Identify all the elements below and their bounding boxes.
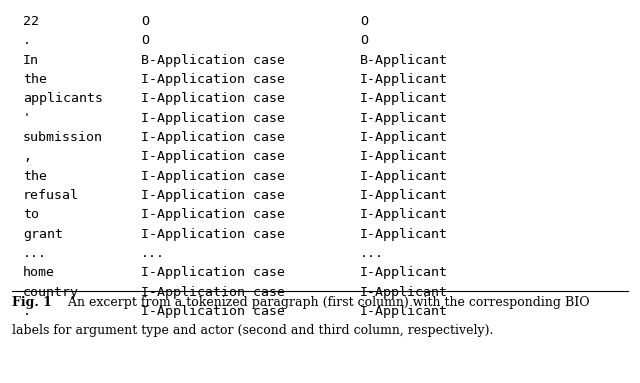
Text: applicants: applicants bbox=[23, 92, 103, 105]
Text: I-Applicant: I-Applicant bbox=[360, 208, 448, 221]
Text: 22: 22 bbox=[23, 15, 39, 28]
Text: I-Application case: I-Application case bbox=[141, 131, 285, 144]
Text: B-Application case: B-Application case bbox=[141, 54, 285, 67]
Text: I-Application case: I-Application case bbox=[141, 286, 285, 298]
Text: I-Application case: I-Application case bbox=[141, 189, 285, 202]
Text: I-Application case: I-Application case bbox=[141, 151, 285, 163]
Text: ...: ... bbox=[23, 247, 47, 260]
Text: home: home bbox=[23, 266, 55, 279]
Text: submission: submission bbox=[23, 131, 103, 144]
Text: I-Applicant: I-Applicant bbox=[360, 228, 448, 241]
Text: refusal: refusal bbox=[23, 189, 79, 202]
Text: to: to bbox=[23, 208, 39, 221]
Text: In: In bbox=[23, 54, 39, 67]
Text: I-Applicant: I-Applicant bbox=[360, 112, 448, 125]
Text: B-Applicant: B-Applicant bbox=[360, 54, 448, 67]
Text: I-Applicant: I-Applicant bbox=[360, 266, 448, 279]
Text: I-Applicant: I-Applicant bbox=[360, 151, 448, 163]
Text: O: O bbox=[360, 15, 368, 28]
Text: I-Application case: I-Application case bbox=[141, 305, 285, 318]
Text: I-Applicant: I-Applicant bbox=[360, 305, 448, 318]
Text: ,: , bbox=[23, 151, 31, 163]
Text: I-Applicant: I-Applicant bbox=[360, 286, 448, 298]
Text: I-Application case: I-Application case bbox=[141, 170, 285, 183]
Text: Fig. 1: Fig. 1 bbox=[12, 296, 52, 309]
Text: country: country bbox=[23, 286, 79, 298]
Text: I-Application case: I-Application case bbox=[141, 266, 285, 279]
Text: I-Applicant: I-Applicant bbox=[360, 189, 448, 202]
Text: grant: grant bbox=[23, 228, 63, 241]
Text: I-Application case: I-Application case bbox=[141, 92, 285, 105]
Text: I-Application case: I-Application case bbox=[141, 112, 285, 125]
Text: I-Application case: I-Application case bbox=[141, 73, 285, 86]
Text: the: the bbox=[23, 73, 47, 86]
Text: ...: ... bbox=[141, 247, 165, 260]
Text: O: O bbox=[141, 34, 149, 47]
Text: O: O bbox=[141, 15, 149, 28]
Text: I-Applicant: I-Applicant bbox=[360, 131, 448, 144]
Text: An excerpt from a tokenized paragraph (first column) with the corresponding BIO: An excerpt from a tokenized paragraph (f… bbox=[56, 296, 589, 309]
Text: .: . bbox=[23, 305, 31, 318]
Text: I-Applicant: I-Applicant bbox=[360, 73, 448, 86]
Text: O: O bbox=[360, 34, 368, 47]
Text: the: the bbox=[23, 170, 47, 183]
Text: ...: ... bbox=[360, 247, 384, 260]
Text: I-Application case: I-Application case bbox=[141, 228, 285, 241]
Text: ': ' bbox=[23, 112, 31, 125]
Text: I-Application case: I-Application case bbox=[141, 208, 285, 221]
Text: .: . bbox=[23, 34, 31, 47]
Text: I-Applicant: I-Applicant bbox=[360, 170, 448, 183]
Text: labels for argument type and actor (second and third column, respectively).: labels for argument type and actor (seco… bbox=[12, 324, 493, 337]
Text: I-Applicant: I-Applicant bbox=[360, 92, 448, 105]
